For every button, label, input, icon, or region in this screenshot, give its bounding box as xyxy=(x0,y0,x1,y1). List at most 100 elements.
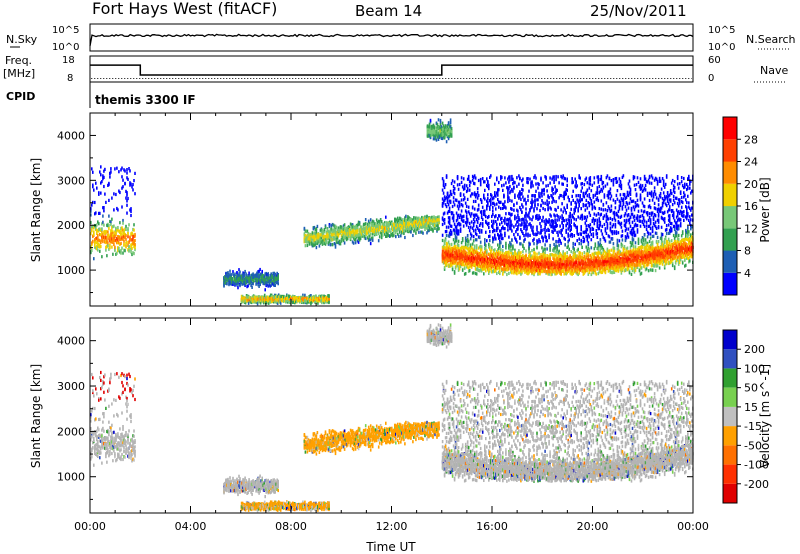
echo-cell xyxy=(274,295,277,299)
echo-cell xyxy=(488,214,490,219)
echo-cell xyxy=(93,226,95,230)
echo-cell xyxy=(505,212,507,216)
echo-cell xyxy=(271,276,273,280)
echo-cell xyxy=(517,209,519,213)
echo-cell xyxy=(520,197,522,201)
echo-cell xyxy=(265,295,268,299)
echo-cell xyxy=(123,243,125,247)
echo-cell xyxy=(346,233,349,237)
echo-cell xyxy=(242,299,245,303)
echo-cell xyxy=(512,177,514,181)
echo-cell xyxy=(323,238,326,242)
echo-cell xyxy=(96,247,98,251)
echo-cell xyxy=(453,187,456,191)
echo-cell xyxy=(103,209,105,213)
echo-cell xyxy=(336,229,339,233)
echo-cell xyxy=(319,297,321,301)
echo-cell xyxy=(511,199,513,203)
echo-cell xyxy=(241,294,244,298)
echo-cell xyxy=(246,278,248,282)
echo-cell xyxy=(314,232,317,236)
echo-cell xyxy=(131,246,133,250)
echo-cell xyxy=(273,275,275,279)
echo-cell xyxy=(509,184,511,189)
echo-cell xyxy=(251,276,253,280)
echo-cell xyxy=(522,183,524,187)
echo-cell xyxy=(306,236,309,240)
echo-cell xyxy=(268,297,271,301)
echo-cell xyxy=(500,241,502,245)
echo-cell xyxy=(252,275,254,279)
echo-cell xyxy=(252,272,254,276)
echo-cell xyxy=(270,283,272,287)
echo-cell xyxy=(266,283,268,287)
echo-cell xyxy=(239,284,241,288)
echo-cell xyxy=(126,199,128,203)
echo-cell xyxy=(385,215,387,219)
echo-cell xyxy=(113,237,115,241)
echo-cell xyxy=(457,243,460,247)
echo-cell xyxy=(252,299,255,303)
echo-cell xyxy=(516,201,518,205)
echo-cell xyxy=(369,232,372,236)
echo-cell xyxy=(466,220,469,224)
echo-cell xyxy=(311,237,314,241)
echo-cell xyxy=(475,233,478,237)
echo-cell xyxy=(485,269,487,273)
echo-cell xyxy=(238,274,240,279)
echo-cell xyxy=(124,169,126,173)
frequency-panel: Freq. [MHz] 18 8 60 0 Nave xyxy=(3,54,788,84)
echo-cell xyxy=(450,134,453,138)
echo-cell xyxy=(316,241,319,246)
echo-cell xyxy=(345,231,348,235)
echo-cell xyxy=(134,243,136,247)
echo-cell xyxy=(263,277,265,282)
echo-cell xyxy=(447,121,450,125)
echo-cell xyxy=(279,301,282,305)
echo-cell xyxy=(459,227,462,231)
echo-cell xyxy=(226,282,228,286)
echo-cell xyxy=(438,218,440,222)
echo-cell xyxy=(316,298,318,302)
echo-cell xyxy=(113,224,115,228)
echo-cell xyxy=(345,226,348,231)
echo-cell xyxy=(328,224,331,228)
echo-cell xyxy=(275,301,278,305)
echo-cell xyxy=(318,240,321,244)
echo-cell xyxy=(260,295,263,300)
echo-cell xyxy=(102,174,104,178)
echo-cell xyxy=(510,242,512,246)
echo-cell xyxy=(342,231,345,235)
echo-cell xyxy=(500,206,502,211)
echo-cell xyxy=(521,210,523,214)
echo-cell xyxy=(398,234,400,238)
echo-cell xyxy=(325,299,327,303)
echo-cell xyxy=(118,246,120,250)
echo-cell xyxy=(245,274,247,278)
echo-cell xyxy=(515,223,517,227)
echo-cell xyxy=(236,279,238,283)
echo-cell xyxy=(327,230,330,234)
echo-cell xyxy=(270,278,272,282)
echo-cell xyxy=(127,227,129,231)
echo-cell xyxy=(305,229,308,234)
echo-cell xyxy=(110,234,112,238)
echo-cell xyxy=(344,232,347,236)
echo-cell xyxy=(470,220,473,224)
echo-cell xyxy=(323,301,325,305)
echo-cell xyxy=(262,281,264,285)
echo-cell xyxy=(276,301,279,305)
echo-cell xyxy=(261,296,264,300)
echo-cell xyxy=(123,248,125,252)
echo-cell xyxy=(467,239,470,243)
echo-cell xyxy=(275,281,277,285)
frequency-line xyxy=(90,64,693,76)
echo-cell xyxy=(462,224,465,228)
echo-cell xyxy=(473,220,476,224)
echo-cell xyxy=(484,209,486,213)
echo-cell xyxy=(258,295,261,299)
echo-cell xyxy=(231,282,233,286)
echo-cell xyxy=(102,214,104,218)
echo-cell xyxy=(107,243,109,248)
echo-cell xyxy=(240,281,242,285)
